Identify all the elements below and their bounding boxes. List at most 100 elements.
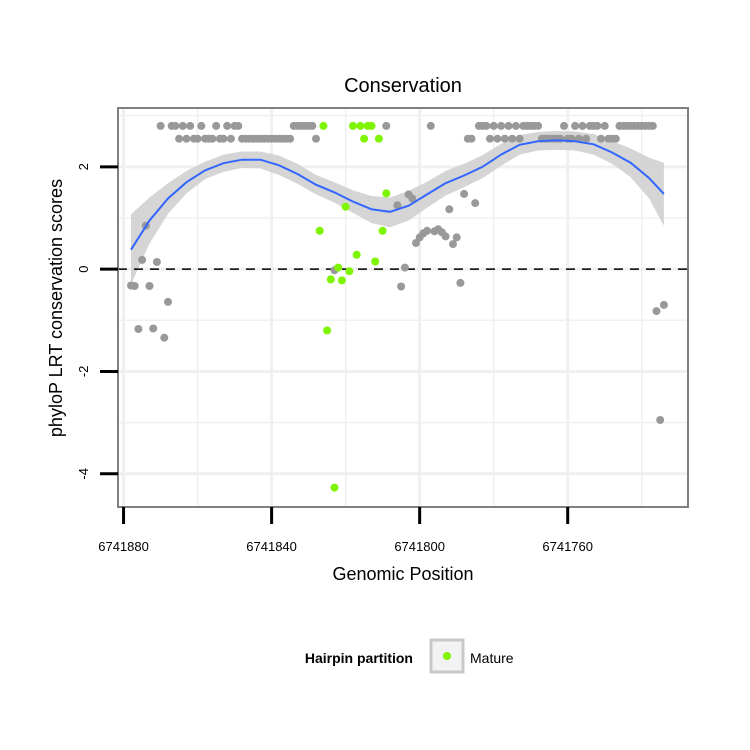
data-point-other — [504, 121, 513, 130]
legend-entry-mature: Mature — [470, 650, 514, 666]
data-point-mature — [326, 275, 335, 284]
y-tick-label: -4 — [76, 468, 91, 480]
data-point-mature — [323, 326, 332, 335]
data-point-other — [534, 121, 543, 130]
data-point-other — [482, 121, 491, 130]
data-point-other — [560, 121, 568, 130]
x-tick-label: 6741760 — [542, 539, 593, 554]
data-point-other — [452, 233, 461, 242]
data-point-other — [156, 121, 165, 130]
data-point-other — [648, 121, 657, 130]
data-point-mature — [315, 226, 324, 235]
data-point-other — [578, 121, 587, 130]
data-point-mature — [367, 121, 376, 130]
data-point-other — [164, 297, 172, 306]
y-tick-label: -2 — [76, 366, 91, 378]
data-point-mature — [341, 202, 350, 211]
data-point-other — [393, 201, 402, 210]
data-point-other — [611, 134, 620, 143]
legend: Hairpin partition Mature — [305, 638, 514, 674]
data-point-mature — [356, 121, 365, 130]
data-point-other — [508, 134, 517, 143]
legend-title: Hairpin partition — [305, 650, 413, 666]
x-tick-label: 6741880 — [98, 539, 149, 554]
data-point-other — [171, 121, 180, 130]
data-point-other — [486, 134, 494, 143]
data-point-mature — [360, 134, 369, 143]
data-point-mature — [374, 134, 383, 143]
data-point-other — [208, 134, 217, 143]
x-axis: 6741880 6741840 6741800 6741760 — [98, 507, 593, 554]
data-point-other — [312, 134, 320, 143]
data-point-mature — [334, 263, 343, 272]
data-point-other — [593, 121, 602, 130]
data-point-other — [219, 134, 228, 143]
data-point-other — [308, 121, 317, 130]
data-point-other — [160, 333, 169, 342]
plot-border — [117, 107, 689, 508]
data-point-mature — [330, 483, 339, 492]
loess-fit-line — [130, 139, 665, 251]
data-point-other — [223, 121, 232, 130]
data-point-mature — [349, 121, 357, 130]
y-tick-label: 2 — [76, 163, 91, 170]
data-point-other — [152, 258, 161, 266]
data-point-other — [226, 134, 235, 143]
data-point-other — [175, 134, 184, 143]
data-point-other — [489, 121, 498, 130]
data-point-other — [449, 240, 457, 249]
data-point-other — [500, 134, 509, 143]
data-point-other — [656, 416, 665, 424]
data-point-mature — [337, 276, 346, 285]
data-point-other — [145, 282, 154, 290]
data-point-other — [652, 307, 661, 316]
data-point-other — [138, 255, 147, 264]
data-point-other — [493, 134, 502, 143]
data-point-other — [467, 134, 476, 143]
data-point-other — [460, 189, 469, 198]
data-point-other — [426, 121, 435, 130]
data-point-other — [571, 121, 580, 130]
data-point-other — [515, 134, 524, 143]
data-point-other — [456, 278, 465, 287]
data-point-other — [511, 121, 520, 130]
data-point-mature — [378, 226, 387, 235]
data-point-other — [397, 282, 406, 291]
data-point-other — [445, 205, 454, 214]
data-point-other — [130, 282, 139, 290]
data-point-other — [582, 134, 591, 143]
data-point-mature — [382, 189, 391, 198]
data-point-other — [186, 121, 195, 130]
data-point-other — [212, 121, 221, 130]
y-tick-label: 0 — [76, 265, 91, 272]
legend-key-point-mature — [443, 652, 451, 660]
data-point-other — [178, 121, 187, 130]
data-point-other — [134, 325, 143, 333]
data-point-other — [408, 194, 417, 203]
smooth-line — [130, 139, 665, 251]
data-point-mature — [371, 257, 380, 266]
data-point-mature — [352, 250, 361, 259]
data-point-other — [382, 121, 391, 130]
data-point-other — [597, 134, 605, 143]
data-point-mature — [345, 267, 354, 276]
data-point-other — [600, 121, 609, 130]
data-point-other — [197, 121, 206, 130]
data-point-other — [182, 134, 191, 143]
data-point-other — [471, 199, 480, 208]
data-point-other — [234, 121, 243, 130]
data-point-other — [441, 232, 450, 241]
data-point-other — [659, 300, 668, 309]
data-point-other — [193, 134, 202, 143]
y-axis-title: phyloP LRT conservation scores — [46, 179, 66, 437]
data-point-other — [423, 226, 432, 235]
data-point-mature — [319, 121, 328, 130]
x-tick-label: 6741800 — [394, 539, 445, 554]
y-axis: 2 0 -2 -4 — [76, 163, 118, 480]
x-tick-label: 6741840 — [246, 539, 297, 554]
data-point-other — [286, 134, 295, 143]
data-point-other — [497, 121, 506, 130]
data-point-other — [149, 324, 158, 333]
data-point-other — [400, 263, 409, 272]
